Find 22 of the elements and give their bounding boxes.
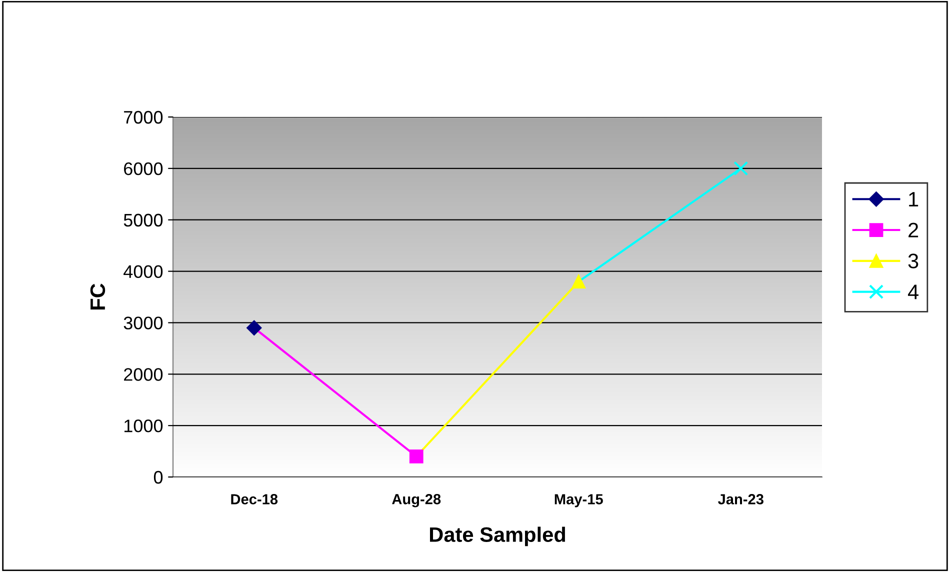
y-axis-title: FC <box>90 284 106 310</box>
point <box>572 274 586 289</box>
x-tick-label: Aug-28 <box>392 494 441 508</box>
legend-label: 4 <box>908 284 918 300</box>
y-tick-label: 0 <box>154 470 163 484</box>
point <box>734 161 748 176</box>
legend-label: 2 <box>908 222 918 238</box>
y-tick-label: 1000 <box>124 420 163 432</box>
legend-label: 3 <box>908 254 918 268</box>
y-tick-label: 3000 <box>124 316 163 330</box>
x-tick-label: Jan-23 <box>718 494 764 504</box>
x-axis-title: Date Sampled <box>430 526 566 546</box>
y-tick-label: 5000 <box>124 214 163 227</box>
legend-label: 1 <box>909 192 918 206</box>
y-tick-label: 6000 <box>124 162 163 176</box>
y-tick-label: 4000 <box>124 265 163 278</box>
y-tick-label: 2000 <box>124 368 163 381</box>
point <box>409 449 424 464</box>
x-tick-label: May-15 <box>554 494 603 508</box>
point <box>246 320 262 336</box>
x-tick-label: Dec-18 <box>231 494 278 504</box>
y-tick-label: 7000 <box>124 110 163 124</box>
